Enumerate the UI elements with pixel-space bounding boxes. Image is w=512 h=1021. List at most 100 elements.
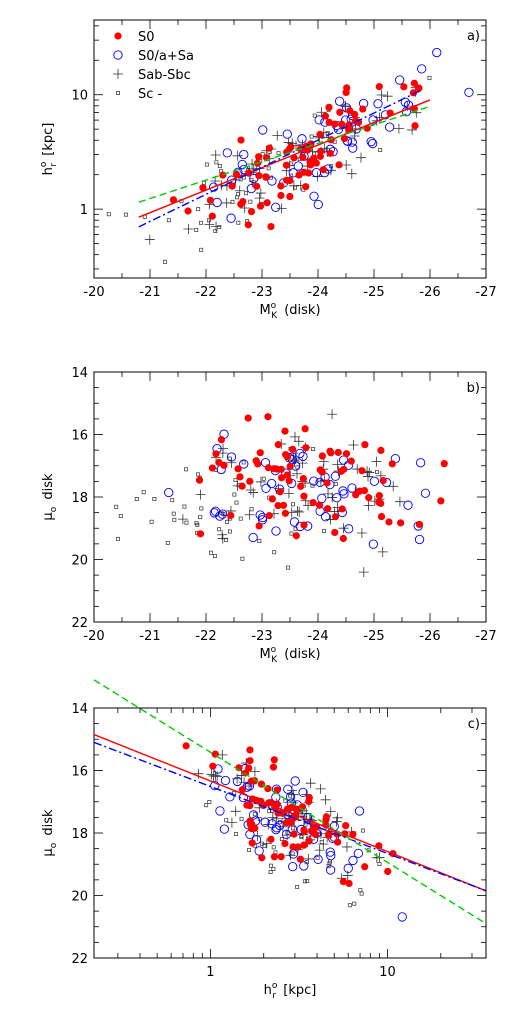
data-point — [464, 87, 474, 97]
data-point — [306, 161, 315, 169]
data-point — [270, 853, 278, 861]
data-point — [376, 90, 387, 101]
data-point — [427, 75, 432, 80]
data-point — [283, 453, 292, 461]
data-point — [225, 792, 235, 802]
data-point — [238, 482, 246, 490]
data-point — [360, 486, 369, 495]
data-point — [332, 459, 343, 470]
data-point — [319, 166, 327, 174]
data-point — [255, 510, 265, 520]
data-point — [232, 776, 243, 787]
data-point — [333, 482, 338, 486]
data-point — [338, 120, 346, 128]
data-point — [299, 153, 307, 161]
data-point — [252, 812, 257, 817]
y-tick-label: 16 — [71, 765, 88, 780]
data-point — [300, 521, 308, 529]
x-axis: -20 -21 -22 -23 -24 -25 -26 -27 — [83, 20, 497, 300]
data-point — [290, 454, 301, 465]
data-point — [291, 502, 295, 507]
data-point — [315, 477, 325, 488]
x-tick-label: -24 — [307, 629, 328, 644]
data-point — [265, 512, 273, 520]
data-point — [320, 794, 331, 805]
data-point — [113, 50, 123, 60]
data-point — [305, 169, 313, 177]
data-point — [325, 865, 336, 875]
data-points — [114, 409, 448, 578]
data-point — [239, 816, 244, 821]
data-point — [315, 783, 326, 794]
data-point — [353, 848, 363, 859]
x-tick-label: -25 — [363, 285, 384, 300]
data-point — [302, 879, 307, 884]
data-point — [214, 160, 219, 165]
data-point — [286, 176, 294, 185]
data-point — [345, 879, 353, 888]
data-point — [254, 846, 264, 856]
data-point — [292, 532, 300, 540]
y-tick-label: 1 — [80, 203, 88, 218]
data-point — [326, 850, 336, 861]
data-point — [352, 491, 360, 499]
data-point — [397, 912, 407, 922]
data-point — [226, 452, 237, 462]
data-point — [351, 110, 359, 119]
y-axis: 14 16 18 20 22 — [71, 702, 486, 967]
data-point — [271, 202, 281, 212]
data-point — [232, 492, 237, 497]
data-point — [315, 501, 324, 509]
data-point — [183, 223, 194, 234]
data-point — [299, 474, 307, 483]
data-point — [278, 474, 286, 482]
chart-panel-2: -20 -21 -22 -23 -24 -25 -26 -27 14 16 18 20 22 Mo K (d… — [41, 366, 497, 665]
data-point — [362, 471, 373, 482]
data-point — [281, 839, 289, 848]
data-point — [267, 222, 275, 231]
data-point — [255, 476, 266, 487]
data-point — [394, 496, 405, 507]
data-point — [295, 448, 305, 459]
x-tick-label: -22 — [195, 629, 216, 644]
data-point — [316, 130, 324, 138]
data-point — [270, 756, 278, 764]
data-point — [217, 527, 222, 532]
data-point — [196, 472, 201, 477]
data-point — [208, 212, 216, 220]
data-point — [289, 531, 294, 536]
data-point — [248, 810, 259, 820]
y-tick-label: 14 — [71, 702, 88, 717]
data-point — [295, 885, 300, 889]
x-tick-label: -22 — [195, 285, 216, 300]
data-point — [283, 471, 291, 479]
data-point — [255, 172, 263, 180]
data-point — [300, 841, 308, 849]
data-point — [296, 855, 304, 863]
data-point — [336, 108, 344, 116]
data-point — [244, 221, 252, 229]
data-point — [236, 473, 244, 481]
y-tick-label: 20 — [71, 890, 88, 905]
data-point — [288, 861, 298, 872]
data-point — [313, 199, 323, 210]
data-point — [248, 825, 256, 833]
data-point — [331, 513, 340, 521]
data-point — [325, 103, 333, 111]
data-point — [314, 115, 324, 125]
data-point — [361, 863, 369, 871]
data-point — [332, 493, 342, 503]
x-tick-label: -24 — [307, 285, 328, 300]
data-point — [204, 162, 209, 167]
fit-line — [93, 733, 487, 892]
x-tick-label: -27 — [475, 285, 496, 300]
data-point — [331, 816, 342, 827]
data-point — [420, 488, 431, 498]
data-point — [206, 196, 215, 204]
data-point — [321, 112, 330, 120]
data-point — [106, 212, 111, 217]
data-point — [255, 522, 263, 530]
data-point — [339, 534, 347, 543]
data-point — [247, 208, 256, 216]
data-point — [297, 458, 308, 469]
